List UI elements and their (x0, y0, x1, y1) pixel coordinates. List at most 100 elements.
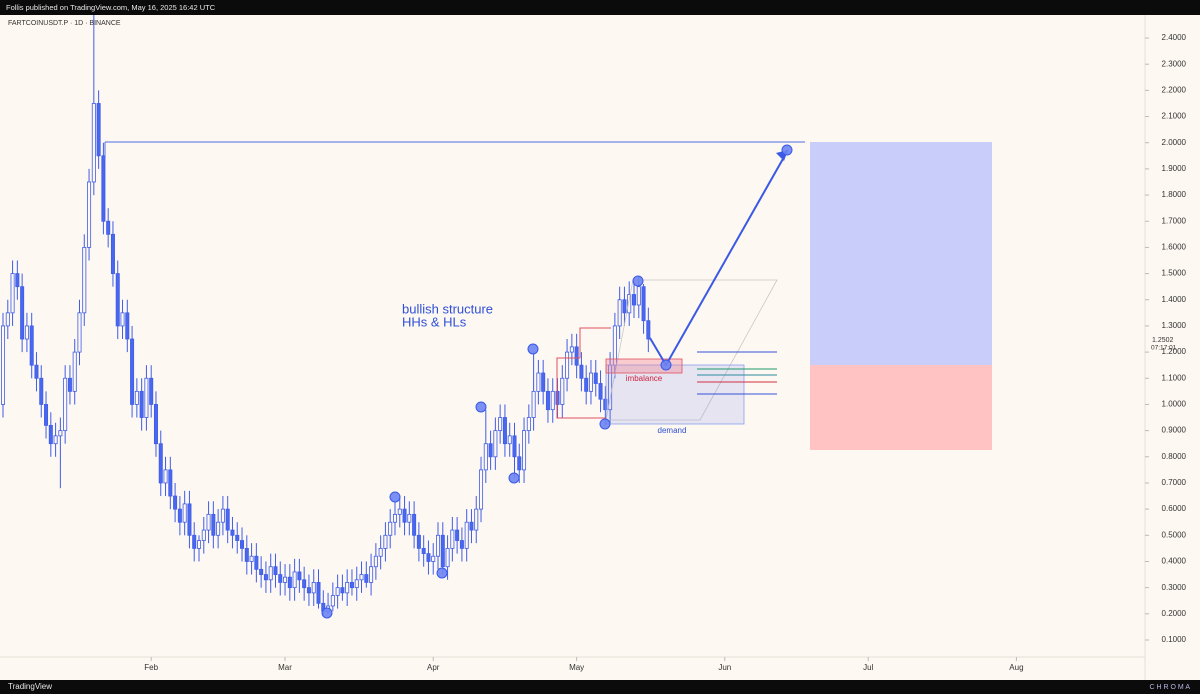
candle-body (230, 529, 235, 536)
swing-point (632, 275, 644, 287)
candle-body (455, 529, 460, 541)
candle-body (426, 553, 431, 562)
candle-body (545, 390, 550, 411)
candle-body (216, 521, 221, 536)
candle-body (364, 574, 369, 583)
y-tick-label: 0.1000 (1162, 635, 1187, 644)
candle-body (249, 555, 254, 562)
candle-body (201, 529, 206, 541)
candle-body (244, 547, 249, 562)
candle-body (354, 579, 359, 589)
candle-body (397, 508, 402, 515)
y-tick-label: 2.3000 (1162, 59, 1187, 68)
candle-body (263, 574, 268, 581)
y-tick-label: 0.3000 (1162, 583, 1187, 592)
candle-body (560, 377, 565, 405)
y-tick-label: 1.5000 (1162, 269, 1187, 278)
candle-body (44, 404, 49, 426)
candle-body (196, 540, 201, 549)
candle-body (220, 508, 225, 523)
candle-body (206, 513, 211, 531)
candle-body (383, 534, 388, 549)
candle-body (192, 534, 197, 549)
candle-body (20, 286, 25, 340)
candle-body (72, 351, 77, 392)
candle-body (436, 534, 441, 557)
candle-body (273, 566, 278, 575)
candle-body (479, 469, 484, 510)
y-tick-label: 0.5000 (1162, 530, 1187, 539)
candle-body (502, 417, 507, 445)
last-price: 1.2502 (1152, 337, 1174, 344)
candle-body (531, 390, 536, 418)
candle-body (541, 372, 546, 392)
candle-body (149, 377, 154, 405)
candle-body (574, 346, 579, 366)
candle-body (349, 582, 354, 589)
swing-point (660, 359, 672, 371)
candle-body (474, 508, 479, 531)
candle-body (235, 534, 240, 541)
symbol: FARTCOINUSDT.P · 1D · BINANCE (8, 20, 121, 27)
candle-body (115, 273, 120, 327)
y-tick-label: 0.6000 (1162, 504, 1187, 513)
candle-body (15, 273, 20, 288)
candle-body (445, 547, 450, 568)
candle-body (268, 566, 273, 581)
candle-body (392, 513, 397, 523)
candle-body (569, 346, 574, 353)
candle-body (407, 513, 412, 523)
annotation: demand (658, 426, 687, 435)
candle-body (259, 568, 264, 575)
annotation: imbalance (626, 374, 663, 383)
y-tick-label: 2.2000 (1162, 85, 1187, 94)
candle-body (48, 424, 53, 445)
y-tick-label: 0.2000 (1162, 609, 1187, 618)
swing-point (475, 401, 487, 413)
candle-body (459, 540, 464, 549)
swing-point (508, 472, 520, 484)
candle-body (5, 312, 10, 327)
candle-body (29, 325, 34, 366)
x-tick-label: May (569, 663, 584, 672)
y-tick-label: 2.1000 (1162, 112, 1187, 121)
candle-body (507, 435, 512, 445)
structure-line (556, 357, 606, 419)
candle-body (536, 372, 541, 392)
candle-body (173, 495, 178, 510)
swing-point (599, 418, 611, 430)
candle-body (450, 529, 455, 549)
candle-body (622, 299, 627, 314)
header-bar (0, 0, 1200, 15)
candle-body (388, 521, 393, 536)
candle-body (168, 469, 173, 497)
candle-body (96, 103, 101, 157)
candle-body (311, 582, 316, 594)
candle-body (330, 595, 335, 607)
candle-body (177, 508, 182, 523)
candle-body (373, 555, 378, 568)
candle-body (464, 521, 469, 549)
x-tick-label: Apr (427, 663, 440, 672)
candle-body (421, 547, 426, 555)
candle-body (134, 390, 139, 405)
candle-body (302, 579, 307, 589)
candle-body (617, 299, 622, 327)
candle-body (211, 513, 216, 536)
candle-body (254, 555, 259, 570)
y-tick-label: 1.1000 (1162, 373, 1187, 382)
drawings: bullish structure HHs & HLs imbalance de… (104, 141, 992, 619)
candle-body (53, 435, 58, 445)
candle-body (641, 286, 646, 322)
candle-body (526, 417, 531, 432)
swing-point (781, 144, 793, 156)
candle-body (555, 390, 560, 405)
y-tick-label: 1.3000 (1162, 321, 1187, 330)
countdown: 07:17:01 (1151, 345, 1177, 352)
y-tick-label: 1.4000 (1162, 295, 1187, 304)
candle-body (77, 312, 82, 353)
x-tick-label: Feb (144, 663, 158, 672)
candle-body (283, 576, 288, 583)
candle-body (139, 390, 144, 418)
candle-body (106, 220, 111, 235)
